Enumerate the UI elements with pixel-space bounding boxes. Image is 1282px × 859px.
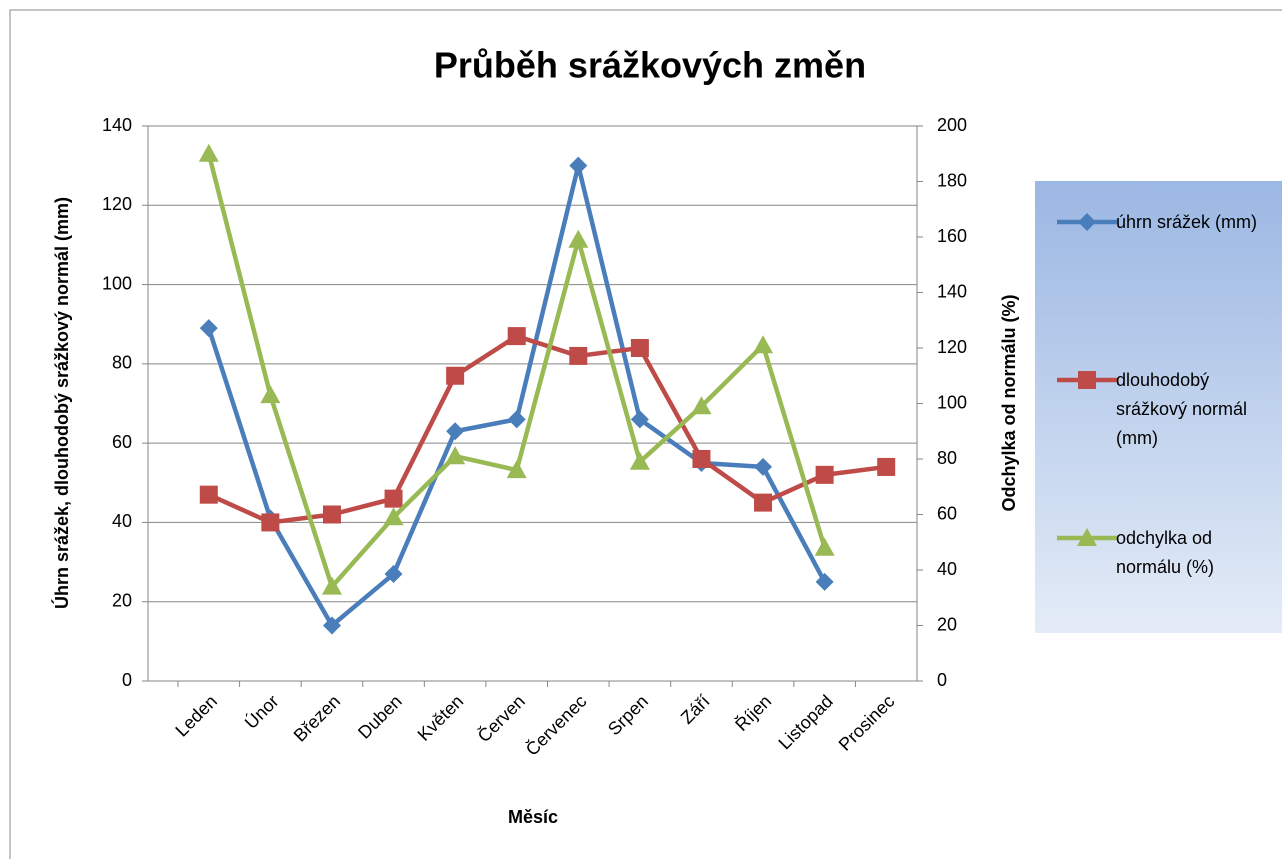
marker: [199, 485, 218, 504]
marker: [569, 156, 588, 175]
x-tick-label: Leden: [171, 691, 221, 741]
y2-axis-title: Odchylka od normálu (%): [999, 294, 1019, 511]
x-tick-label: Říjen: [731, 691, 775, 735]
y-tick-label: 140: [102, 115, 132, 135]
border: [9, 9, 1282, 859]
marker: [815, 465, 834, 484]
marker: [383, 507, 404, 526]
marker: [629, 451, 650, 470]
y2-tick-label: 0: [937, 670, 947, 690]
marker: [1078, 371, 1096, 389]
y-tick-label: 100: [102, 273, 132, 293]
marker: [1078, 213, 1096, 231]
y2-tick-label: 160: [937, 226, 967, 246]
marker: [814, 537, 835, 556]
marker: [506, 460, 527, 479]
marker: [630, 410, 649, 429]
marker: [445, 446, 466, 465]
marker: [569, 346, 588, 365]
y-tick-label: 80: [112, 353, 132, 373]
marker: [568, 229, 589, 248]
y-tick-label: 20: [112, 590, 132, 610]
x-tick-label: Listopad: [775, 691, 837, 753]
marker: [322, 505, 341, 524]
legend-box: [1035, 181, 1282, 633]
y2-tick-label: 180: [937, 170, 967, 190]
legend-label: odchylka od normálu (%): [1116, 528, 1215, 577]
y2-tick-label: 20: [937, 614, 957, 634]
y2-tick-label: 40: [937, 559, 957, 579]
x-tick-label: Září: [677, 691, 714, 728]
marker: [260, 385, 281, 404]
marker: [198, 143, 219, 162]
series-line: [206, 153, 827, 589]
marker: [507, 327, 526, 346]
marker: [692, 450, 711, 468]
y2-tick-label: 100: [937, 392, 967, 412]
y-tick-label: 0: [122, 670, 132, 690]
legend-label: dlouhodobý srážkový normál (mm): [1116, 370, 1248, 448]
x-tick-label: Červenec: [521, 690, 590, 759]
y2-tick-label: 200: [937, 115, 967, 135]
y2-tick-label: 120: [937, 337, 967, 357]
marker: [322, 616, 341, 635]
x-tick-label: Březen: [290, 691, 344, 745]
y-tick-label: 60: [112, 432, 132, 452]
x-tick-label: Prosinec: [835, 691, 899, 755]
y2-tick-label: 80: [937, 448, 957, 468]
marker: [446, 366, 465, 385]
x-axis-title: Měsíc: [508, 807, 558, 827]
x-tick-label: Duben: [354, 691, 406, 743]
marker: [384, 489, 403, 508]
series-line: [207, 333, 887, 525]
x-tick-label: Únor: [240, 690, 282, 732]
series-line: [206, 163, 827, 628]
y-axis-title: Úhrn srážek, dlouhodobý srážkový normál …: [51, 197, 72, 609]
y-tick-label: 40: [112, 511, 132, 531]
marker: [754, 493, 773, 512]
marker: [507, 410, 526, 429]
marker: [753, 335, 774, 354]
marker: [815, 572, 834, 591]
y2-tick-label: 140: [937, 281, 967, 301]
marker: [261, 513, 280, 532]
marker: [1077, 528, 1097, 546]
marker: [321, 576, 342, 595]
x-tick-label: Červen: [473, 690, 529, 746]
marker: [754, 457, 773, 476]
chart-title: Průběh srážkových změn: [434, 45, 866, 86]
marker: [691, 396, 712, 415]
x-tick-label: Květen: [414, 691, 468, 745]
y-tick-label: 120: [102, 194, 132, 214]
x-tick-label: Srpen: [604, 691, 652, 739]
marker: [199, 319, 218, 338]
marker: [877, 457, 896, 476]
marker: [446, 422, 465, 441]
marker: [384, 564, 403, 583]
legend-label: úhrn srážek (mm): [1116, 212, 1258, 232]
y2-tick-label: 60: [937, 503, 957, 523]
marker: [630, 339, 649, 357]
